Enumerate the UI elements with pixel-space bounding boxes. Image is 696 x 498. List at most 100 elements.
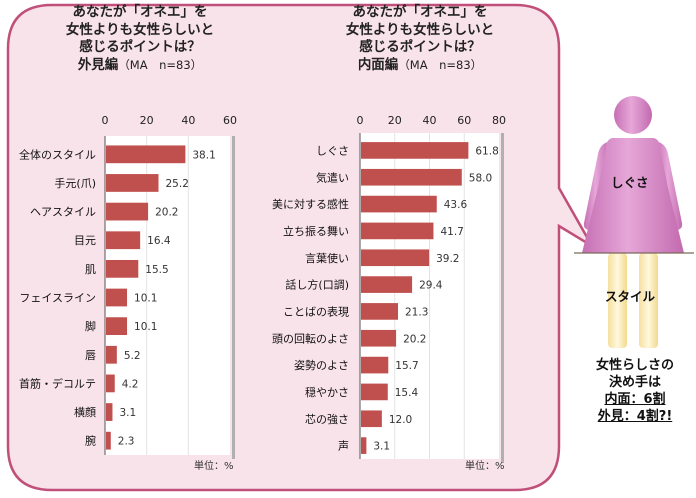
- bar: [106, 145, 186, 164]
- bar: [361, 437, 367, 454]
- value-label: 3.1: [373, 441, 390, 453]
- bar: [361, 249, 430, 267]
- bar: [106, 259, 139, 278]
- value-label: 21.3: [405, 306, 428, 318]
- plot-shadow: [232, 136, 235, 459]
- right-title-line-4: 内面編（MA n=83）: [300, 57, 540, 75]
- inner-bar-chart: 0 20 40 60 80 しぐさ 61.8 気遣い 58.0 美に対する感性 43.6 立ち振る舞い…: [272, 114, 506, 463]
- right-title-line-2: 女性よりも女性らしいと: [345, 21, 495, 38]
- right-chart-title: あなたが「オネエ」を 女性よりも女性らしいと 感じるポイントは？ 内面編（MA …: [300, 4, 540, 74]
- conclusion-text: 女性らしさの 決め手は 内面：6割 外見：4割?!: [572, 357, 696, 425]
- conclusion-line-4: 外見：4割?!: [597, 409, 673, 424]
- value-label: 41.7: [440, 226, 463, 238]
- category-label: 立ち振る舞い: [283, 224, 349, 238]
- x-tick-label: 40: [423, 114, 437, 127]
- category-label: 横顔: [74, 405, 96, 419]
- category-label: ことばの表現: [283, 304, 349, 318]
- value-label: 12.0: [389, 414, 412, 426]
- left-title-line-1: あなたが「オネエ」を: [72, 4, 208, 20]
- figure-lower-label: スタイル: [605, 289, 656, 304]
- x-tick-label: 60: [223, 114, 237, 127]
- value-label: 3.1: [119, 407, 136, 419]
- value-label: 39.2: [436, 253, 459, 265]
- x-tick-label: 80: [492, 114, 506, 127]
- female-figure: [574, 96, 694, 348]
- value-label: 2.3: [118, 436, 135, 448]
- bar: [106, 317, 128, 336]
- category-label: 肌: [85, 263, 96, 276]
- category-label: 穏やかさ: [305, 386, 349, 399]
- value-label: 20.2: [403, 333, 426, 345]
- value-label: 16.4: [147, 235, 171, 247]
- value-label: 4.2: [122, 378, 139, 390]
- category-label: 頭の回転のよさ: [272, 332, 349, 345]
- value-label: 61.8: [475, 145, 498, 157]
- value-label: 10.1: [134, 321, 157, 333]
- left-title-line-4: 外見編（MA n=83）: [20, 57, 260, 75]
- conclusion-line-1: 女性らしさの: [595, 358, 674, 373]
- x-tick-label: 0: [357, 114, 364, 127]
- figure-dress: [582, 138, 684, 253]
- bar: [361, 329, 397, 347]
- value-label: 15.5: [145, 264, 168, 276]
- value-label: 10.1: [134, 293, 157, 305]
- value-label: 25.2: [166, 178, 189, 190]
- bar: [106, 202, 149, 221]
- left-sample-note: （MA n=83）: [118, 57, 203, 72]
- left-unit-label: 単位：%: [194, 461, 234, 472]
- bar: [361, 356, 389, 374]
- bar: [106, 431, 111, 450]
- left-chart-title: あなたが「オネエ」を 女性よりも女性らしいと 感じるポイントは？ 外見編（MA …: [20, 4, 260, 74]
- category-label: 声: [338, 439, 349, 453]
- left-subtitle: 外見編: [77, 56, 119, 73]
- category-label: 唇: [85, 349, 96, 362]
- bar: [106, 345, 117, 364]
- right-sample-note: （MA n=83）: [398, 57, 483, 72]
- bar: [106, 288, 128, 307]
- left-title-line-2: 女性よりも女性らしいと: [65, 21, 215, 38]
- value-label: 15.7: [395, 360, 418, 372]
- bar: [106, 174, 159, 192]
- value-label: 5.2: [124, 350, 141, 362]
- category-label: 言葉使い: [305, 251, 349, 265]
- figure-head: [614, 96, 652, 134]
- category-label: 姿勢のよさ: [294, 358, 349, 372]
- figure-upper-label: しぐさ: [611, 175, 649, 190]
- appearance-bar-chart: 0 20 40 60 全体のスタイル 38.1 手元(爪) 25.2 ヘアスタイル 20.2 目元 1…: [19, 114, 237, 459]
- category-label: 気遣い: [316, 170, 349, 184]
- bar: [106, 374, 115, 393]
- bar: [361, 303, 399, 320]
- x-tick-label: 0: [102, 114, 109, 127]
- category-label: しぐさ: [316, 144, 349, 157]
- bar: [361, 142, 469, 159]
- x-tick-label: 40: [181, 114, 195, 127]
- value-label: 29.4: [419, 280, 443, 292]
- right-unit-label: 単位：%: [465, 461, 505, 472]
- x-tick-label: 20: [388, 114, 402, 127]
- category-label: 全体のスタイル: [19, 147, 96, 161]
- category-label: 手元(爪): [54, 176, 96, 190]
- category-label: 脚: [85, 319, 96, 333]
- category-label: 話し方(口調): [285, 278, 349, 292]
- value-label: 15.4: [395, 387, 419, 399]
- value-label: 58.0: [469, 172, 492, 184]
- category-label: 美に対する感性: [272, 197, 349, 211]
- right-subtitle: 内面編: [357, 56, 399, 73]
- conclusion-line-3: 内面：6割: [604, 392, 666, 407]
- bar: [361, 383, 388, 401]
- bar: [361, 276, 413, 293]
- x-tick-label: 60: [457, 114, 471, 127]
- plot-shadow: [501, 133, 504, 463]
- category-label: 腕: [85, 434, 96, 448]
- right-title-line-3: 感じるポイントは？: [359, 39, 481, 55]
- bar: [361, 195, 437, 213]
- category-label: 首筋・デコルテ: [19, 376, 96, 390]
- category-label: フェイスライン: [19, 292, 96, 305]
- left-title-line-3: 感じるポイントは？: [79, 39, 201, 55]
- value-label: 38.1: [192, 149, 215, 161]
- right-title-line-1: あなたが「オネエ」を: [352, 4, 488, 20]
- figure-leg-left: [608, 253, 627, 348]
- bar: [361, 410, 382, 428]
- category-label: 目元: [74, 234, 96, 247]
- figure-leg-right: [639, 253, 658, 348]
